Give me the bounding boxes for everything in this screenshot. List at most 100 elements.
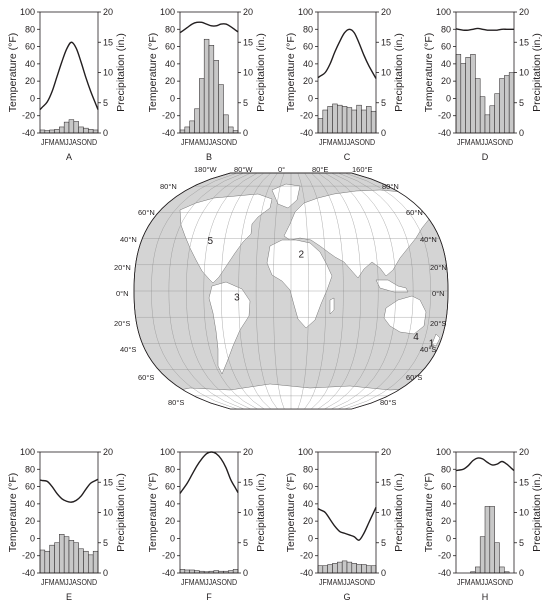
precip-tick-label: 15	[519, 477, 529, 487]
precip-bar-h-7	[484, 506, 491, 574]
precip-tick-label: 15	[381, 37, 391, 47]
precip-bar-b-6	[203, 38, 210, 134]
meridian-line	[273, 173, 285, 409]
month-labels: JFMAMJJASOND	[41, 138, 97, 147]
climate-chart-e: -40 -20 0 20 40 60 80 100 0 5 10 15 20 Temperature (°…	[7, 447, 127, 602]
lon-label-180w: 180°W	[194, 165, 217, 174]
precip-bar-f-12	[232, 569, 239, 574]
location-marker-5: 5	[208, 236, 214, 247]
temp-tick-label: -20	[162, 111, 175, 121]
precip-bar-b-1	[179, 129, 186, 134]
precip-bar-h-10	[499, 566, 505, 574]
meridian-line	[331, 173, 396, 409]
precip-tick-label: 15	[103, 477, 113, 487]
precip-bar-e-4	[54, 542, 60, 574]
precip-bar-b-3	[189, 120, 195, 134]
precip-tick-label: 20	[381, 7, 391, 17]
lat-label-right-20s: 20°S	[430, 319, 447, 328]
precip-tick-label: 20	[243, 447, 253, 457]
temp-tick-label: 40	[25, 499, 35, 509]
meridian-line	[311, 173, 344, 409]
temp-tick-label: 60	[441, 42, 451, 52]
temp-tick-label: 80	[303, 24, 313, 34]
meridian-line	[344, 173, 431, 409]
temp-tick-label: 40	[25, 59, 35, 69]
temp-tick-label: 60	[25, 42, 35, 52]
lat-label-left-0n: 0°N	[116, 289, 129, 298]
precip-tick-label: 0	[519, 568, 524, 578]
lon-label-80w: 80°W	[234, 165, 253, 174]
precip-bar-e-3	[49, 544, 55, 574]
temp-tick-label: -40	[438, 128, 451, 138]
temp-tick-label: 80	[303, 464, 313, 474]
temperature-line-h	[455, 457, 515, 472]
precip-bar-b-9	[218, 84, 224, 134]
temp-tick-label: 60	[441, 482, 451, 492]
precip-bar-a-10	[83, 127, 89, 134]
chart-letter: D	[482, 152, 489, 162]
precip-bar-g-7	[346, 561, 353, 574]
precip-bar-d-10	[499, 78, 505, 134]
precip-bar-d-4	[470, 54, 476, 134]
precip-bar-d-12	[508, 72, 515, 134]
temperature-line-g	[317, 507, 377, 541]
temperature-line-a	[39, 41, 99, 111]
precip-bar-a-12	[92, 129, 99, 134]
precip-bar-g-1	[317, 565, 324, 574]
temp-tick-label: 0	[446, 533, 451, 543]
precip-bar-f-2	[184, 569, 190, 574]
precip-bar-d-5	[475, 78, 481, 134]
precip-tick-label: 0	[381, 568, 386, 578]
lon-label-0: 0°	[278, 165, 286, 174]
climate-chart-g: -40 -20 0 20 40 60 80 100 0 5 10 15 20 Temperature (°…	[285, 447, 405, 602]
location-marker-1: 1	[429, 338, 435, 349]
world-map-svg: 1 2 3 4 5	[133, 172, 449, 410]
meridian-line	[324, 173, 379, 409]
precip-bar-h-6	[479, 536, 486, 574]
precip-bar-h-8	[489, 506, 495, 574]
precip-bar-c-4	[332, 103, 338, 134]
precip-bar-h-9	[494, 542, 500, 574]
precip-bar-d-3	[465, 57, 471, 134]
precip-tick-label: 15	[243, 37, 253, 47]
temp-tick-label: 0	[308, 93, 313, 103]
temp-tick-label: 80	[25, 24, 35, 34]
precip-bar-c-6	[341, 106, 348, 134]
precip-bar-d-7	[484, 114, 491, 134]
precip-bar-a-3	[49, 129, 55, 134]
precip-tick-label: 5	[519, 98, 524, 108]
precip-bar-a-7	[68, 119, 75, 134]
chart-letter: B	[206, 152, 212, 162]
temp-tick-label: 0	[446, 93, 451, 103]
temperature-line-b	[179, 21, 239, 34]
precipitation-axis-title: Precipitation (in.)	[393, 473, 405, 552]
meridian-line	[168, 173, 244, 409]
climate-chart-d: -40 -20 0 20 40 60 80 100 0 5 10 15 20 Temperature (°…	[423, 7, 543, 162]
precip-bar-c-11	[366, 106, 372, 134]
precip-bar-c-8	[351, 109, 357, 134]
month-labels: JFMAMJJASOND	[41, 578, 97, 587]
temp-tick-label: -40	[22, 568, 35, 578]
temp-tick-label: -20	[22, 551, 35, 561]
lat-label-right-80s: 80°S	[380, 398, 397, 407]
precipitation-axis-title: Precipitation (in.)	[393, 33, 405, 112]
chart-letter: A	[66, 152, 72, 162]
precipitation-axis-title: Precipitation (in.)	[255, 473, 267, 552]
plot-frame	[317, 451, 377, 574]
temp-tick-label: 100	[160, 447, 175, 457]
lat-label-right-60s: 60°S	[406, 373, 423, 382]
lat-label-left-20s: 20°S	[114, 319, 131, 328]
precip-bar-b-7	[208, 45, 215, 134]
lat-label-right-80n: 80°N	[382, 182, 399, 191]
temperature-line-d	[455, 27, 514, 31]
eurasia	[283, 189, 433, 279]
greenland	[271, 183, 301, 209]
world-map: 1 2 3 4 5 180°W 80°W 0° 80°E 160°E 80°N 60°N…	[114, 165, 452, 414]
precip-bar-b-10	[223, 114, 229, 134]
temperature-axis-title: Temperature (°F)	[285, 33, 297, 112]
south-america	[208, 281, 251, 375]
meridian-line	[317, 173, 361, 409]
temp-tick-label: -20	[438, 111, 451, 121]
lat-label-right-40n: 40°N	[420, 235, 437, 244]
precip-bar-g-4	[332, 563, 338, 574]
